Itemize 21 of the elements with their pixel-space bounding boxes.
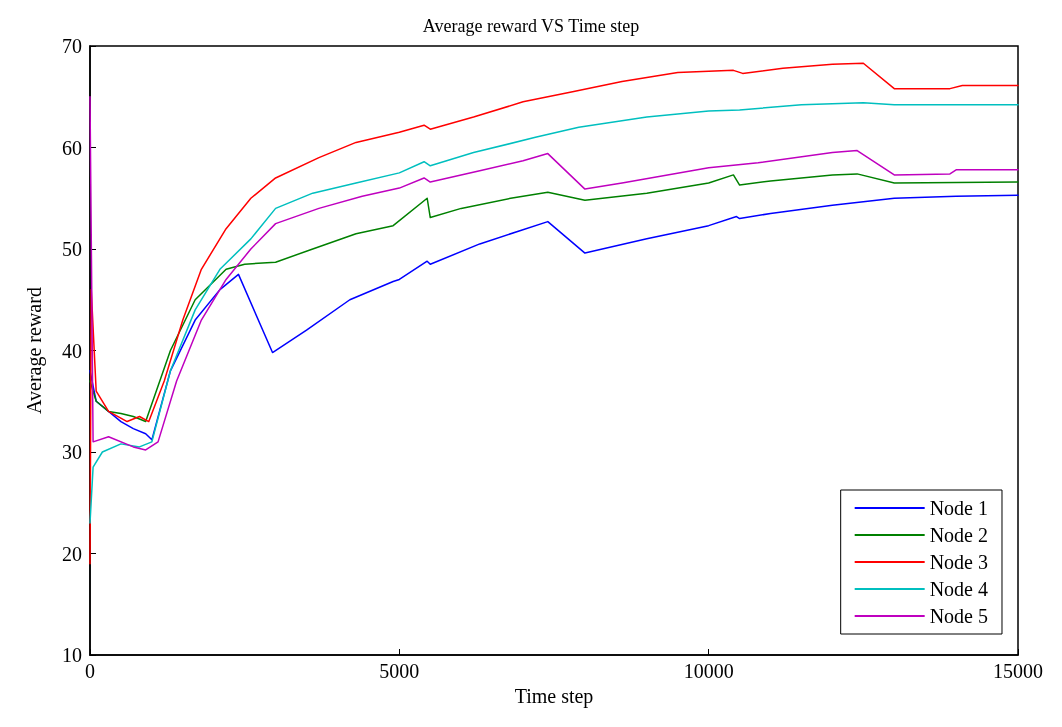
- x-tick-label: 10000: [683, 660, 734, 682]
- legend-label: Node 2: [929, 524, 989, 546]
- y-tick-label: 20: [62, 542, 82, 565]
- line-series: [89, 102, 1019, 524]
- x-tick-label: 0: [85, 660, 95, 682]
- line-series: [89, 96, 1019, 451]
- x-tick-label: 5000: [379, 660, 420, 682]
- y-tick-label: 60: [62, 136, 82, 159]
- chart-title: Average reward VS Time step: [422, 16, 640, 36]
- y-tick-label: 50: [62, 238, 82, 260]
- legend-label: Node 5: [929, 605, 989, 627]
- y-tick-label: 10: [62, 644, 82, 666]
- legend-label: Node 4: [929, 578, 989, 600]
- y-tick-label: 30: [62, 441, 82, 463]
- y-tick-label: 40: [62, 339, 82, 362]
- legend-label: Node 1: [929, 497, 989, 519]
- x-tick-label: 15000: [993, 660, 1043, 682]
- x-axis-title: Time step: [514, 684, 594, 708]
- y-tick-label: 70: [62, 35, 82, 57]
- y-axis-title: Average reward: [23, 287, 46, 414]
- legend-label: Node 3: [929, 551, 989, 573]
